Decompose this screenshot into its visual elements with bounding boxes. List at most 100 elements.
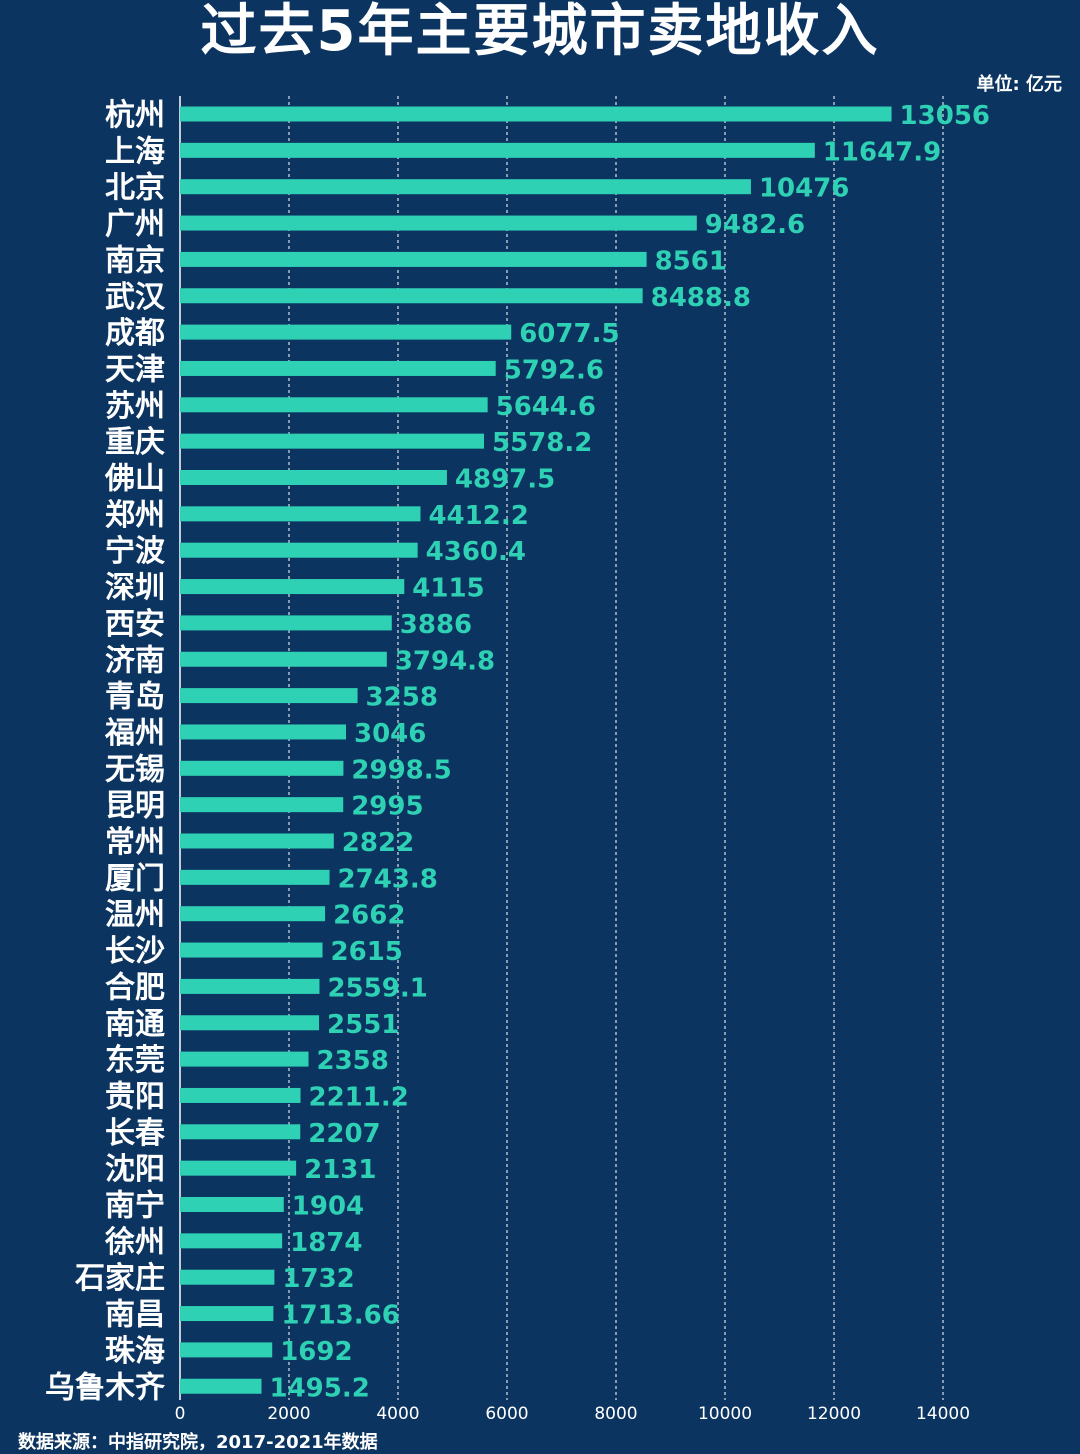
value-label: 2662 bbox=[333, 901, 405, 931]
category-label: 温州 bbox=[105, 898, 165, 933]
category-label: 东莞 bbox=[105, 1043, 165, 1078]
bar bbox=[180, 651, 387, 667]
value-label: 6077.5 bbox=[519, 319, 619, 349]
bar bbox=[180, 1160, 297, 1176]
bar bbox=[180, 433, 485, 449]
bar bbox=[180, 978, 320, 994]
bar bbox=[180, 470, 447, 485]
value-label: 8488.8 bbox=[651, 283, 751, 313]
value-label: 2131 bbox=[304, 1155, 376, 1185]
value-label: 4360.4 bbox=[426, 537, 526, 567]
value-label: 5578.2 bbox=[492, 428, 592, 458]
value-label: 4115 bbox=[412, 574, 484, 604]
value-label: 2615 bbox=[331, 937, 403, 967]
bar bbox=[180, 179, 751, 195]
bar bbox=[180, 1306, 274, 1322]
category-label: 苏州 bbox=[105, 389, 165, 424]
category-label: 重庆 bbox=[105, 425, 165, 460]
value-label: 3258 bbox=[366, 683, 438, 713]
bar bbox=[180, 288, 643, 304]
category-label: 北京 bbox=[105, 171, 165, 206]
chart-title: 过去5年主要城市卖地收入 bbox=[200, 0, 880, 64]
bar bbox=[180, 1124, 301, 1140]
category-label: 南昌 bbox=[105, 1298, 165, 1333]
value-label: 1692 bbox=[280, 1337, 352, 1367]
category-label: 南宁 bbox=[105, 1189, 165, 1224]
bar bbox=[180, 142, 815, 158]
bar bbox=[180, 906, 326, 922]
bar bbox=[180, 1269, 275, 1285]
category-label: 青岛 bbox=[105, 680, 165, 715]
x-tick-label: 14000 bbox=[916, 1404, 970, 1424]
bar bbox=[180, 360, 496, 376]
value-label: 2211.2 bbox=[309, 1082, 409, 1112]
category-label: 西安 bbox=[105, 607, 165, 642]
bar bbox=[180, 1015, 320, 1031]
bar bbox=[180, 1087, 301, 1103]
value-label: 2358 bbox=[317, 1046, 389, 1076]
value-label: 9482.6 bbox=[705, 210, 805, 240]
x-tick-label: 2000 bbox=[267, 1404, 310, 1424]
x-tick-label: 8000 bbox=[594, 1404, 637, 1424]
category-label: 杭州 bbox=[105, 98, 165, 133]
category-label: 成都 bbox=[105, 316, 165, 351]
category-label: 宁波 bbox=[105, 534, 166, 569]
bar bbox=[180, 615, 392, 631]
category-label: 昆明 bbox=[105, 789, 165, 824]
category-label: 珠海 bbox=[105, 1334, 165, 1369]
bar bbox=[180, 506, 421, 522]
bar bbox=[180, 1051, 309, 1067]
category-label: 天津 bbox=[105, 352, 165, 387]
x-tick-label: 4000 bbox=[376, 1404, 419, 1424]
value-label: 1713.66 bbox=[281, 1301, 399, 1331]
value-label: 1874 bbox=[290, 1228, 362, 1258]
value-label: 1732 bbox=[282, 1264, 354, 1294]
value-label: 10476 bbox=[759, 174, 849, 204]
value-label: 3794.8 bbox=[395, 646, 495, 676]
bar bbox=[180, 833, 334, 849]
bar bbox=[180, 869, 330, 885]
value-label: 4412.2 bbox=[428, 501, 528, 531]
value-label: 13056 bbox=[900, 101, 990, 131]
value-label: 2551 bbox=[327, 1010, 399, 1040]
value-label: 11647.9 bbox=[823, 137, 941, 167]
source-note: 数据来源：中指研究院，2017-2021年数据 bbox=[18, 1432, 378, 1453]
bar bbox=[180, 542, 418, 558]
category-label: 南京 bbox=[105, 243, 165, 278]
category-label: 贵阳 bbox=[105, 1079, 165, 1114]
x-tick-label: 10000 bbox=[698, 1404, 752, 1424]
category-label: 合肥 bbox=[105, 970, 165, 1005]
bar bbox=[180, 797, 344, 813]
x-tick-label: 6000 bbox=[485, 1404, 528, 1424]
category-label: 福州 bbox=[104, 716, 165, 751]
bar bbox=[180, 579, 405, 595]
value-label: 2998.5 bbox=[351, 755, 451, 785]
x-tick-label: 12000 bbox=[807, 1404, 861, 1424]
category-label: 常州 bbox=[105, 825, 165, 860]
value-label: 5792.6 bbox=[504, 355, 604, 385]
value-label: 1904 bbox=[292, 1192, 364, 1222]
bar bbox=[180, 688, 358, 704]
bar bbox=[180, 724, 347, 740]
category-label: 武汉 bbox=[105, 280, 166, 315]
value-label: 2995 bbox=[351, 792, 423, 822]
unit-label: 单位: 亿元 bbox=[976, 74, 1062, 95]
value-label: 2207 bbox=[308, 1119, 380, 1149]
category-label: 济南 bbox=[105, 643, 165, 678]
category-label: 徐州 bbox=[104, 1225, 165, 1260]
category-label: 广州 bbox=[105, 207, 165, 242]
category-label: 南通 bbox=[105, 1007, 165, 1042]
category-label: 郑州 bbox=[105, 498, 165, 533]
category-label: 深圳 bbox=[105, 571, 165, 606]
bar bbox=[180, 760, 344, 776]
value-label: 2822 bbox=[342, 828, 414, 858]
bar bbox=[180, 251, 647, 267]
value-label: 5644.6 bbox=[496, 392, 596, 422]
x-tick-label: 0 bbox=[175, 1404, 186, 1424]
value-label: 3886 bbox=[400, 610, 472, 640]
category-label: 佛山 bbox=[104, 462, 165, 497]
value-label: 2559.1 bbox=[327, 973, 427, 1003]
category-label: 石家庄 bbox=[74, 1261, 165, 1296]
bar bbox=[180, 1378, 262, 1394]
